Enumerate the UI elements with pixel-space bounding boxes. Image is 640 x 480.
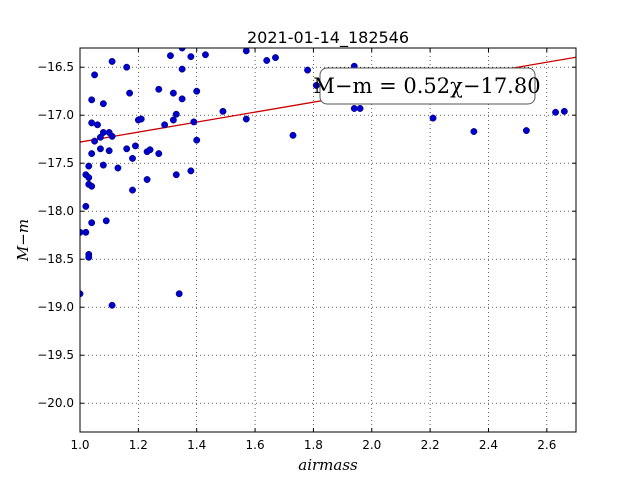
data-point	[129, 186, 136, 194]
y-tick-labels: −16.5 −17.0 −17.5 −18.0 −18.5 −19.0 −19.5 −20.0	[37, 60, 74, 410]
data-point	[99, 161, 107, 169]
data-point	[242, 115, 250, 123]
data-point	[219, 107, 227, 115]
x-tick-label: 2.2	[421, 438, 440, 452]
y-tick-label: −17.5	[37, 156, 74, 170]
data-point	[272, 54, 279, 62]
x-tick-label: 2.6	[537, 438, 556, 452]
x-tick-label: 1.0	[70, 438, 89, 452]
data-point	[99, 129, 107, 136]
data-point	[263, 57, 271, 64]
data-point	[82, 202, 90, 210]
data-point	[88, 182, 96, 190]
data-point	[429, 114, 437, 122]
plot-frame	[79, 47, 577, 433]
data-point	[193, 136, 201, 144]
data-point	[175, 290, 183, 298]
data-point	[350, 105, 358, 112]
data-point	[102, 217, 110, 225]
fit-annotation: M−m = 0.52χ−17.80	[313, 67, 541, 105]
data-point	[289, 131, 297, 139]
chart-title: 2021-01-14_182546	[247, 28, 409, 48]
data-point	[193, 87, 201, 95]
data-point	[522, 127, 530, 135]
data-point	[169, 89, 177, 97]
data-point	[356, 105, 364, 112]
data-point	[123, 63, 131, 71]
data-point	[88, 150, 96, 158]
data-point	[304, 66, 312, 74]
data-point	[155, 85, 163, 93]
x-tick-labels: 1.0 1.2 1.4 1.6 1.8 2.0 2.2 2.4 2.6	[70, 438, 556, 452]
data-point	[202, 51, 209, 59]
annotation-box	[319, 67, 536, 105]
data-point	[91, 71, 99, 79]
y-tick-label: −18.5	[37, 252, 74, 266]
x-tick-label: 1.2	[129, 438, 148, 452]
data-point	[105, 147, 113, 155]
data-point	[108, 57, 116, 65]
data-point	[178, 95, 186, 103]
y-tick-label: −19.5	[37, 348, 74, 362]
data-point	[169, 116, 177, 124]
data-point	[146, 146, 154, 154]
axis-ticks	[79, 48, 576, 432]
x-tick-label: 2.0	[362, 438, 381, 452]
y-tick-label: −18.0	[37, 204, 74, 218]
y-axis-label: M−m	[14, 219, 32, 262]
data-point	[88, 219, 96, 227]
data-points	[80, 48, 568, 309]
x-tick-label: 2.4	[479, 438, 498, 452]
data-point	[108, 132, 116, 140]
data-point	[88, 119, 96, 127]
y-tick-label: −16.5	[37, 60, 74, 74]
x-axis-label: airmass	[298, 456, 358, 474]
data-point	[161, 121, 169, 129]
grid	[79, 48, 576, 432]
data-point	[190, 118, 198, 126]
data-point	[172, 171, 180, 179]
data-point	[552, 108, 560, 116]
data-point	[99, 100, 107, 108]
x-tick-label: 1.6	[246, 438, 265, 452]
data-point	[155, 150, 163, 158]
data-point	[187, 53, 195, 61]
data-point	[242, 48, 250, 55]
data-point	[129, 154, 136, 162]
data-point	[85, 253, 93, 261]
data-point	[88, 96, 96, 104]
data-point	[85, 162, 93, 170]
data-point	[114, 164, 122, 172]
x-tick-label: 1.4	[187, 438, 206, 452]
annotation-text: M−m = 0.52χ−17.80	[313, 74, 540, 98]
data-point	[85, 174, 93, 182]
data-point	[178, 48, 186, 52]
data-point	[178, 65, 186, 73]
data-point	[91, 137, 99, 145]
data-point	[137, 115, 145, 123]
data-point	[166, 52, 174, 60]
x-tick-label: 1.8	[304, 438, 323, 452]
y-tick-label: −19.0	[37, 300, 74, 314]
data-point	[470, 128, 478, 135]
data-point	[96, 145, 104, 153]
data-point	[143, 176, 151, 183]
data-point	[82, 228, 90, 236]
data-point	[123, 145, 131, 153]
data-point	[108, 301, 116, 309]
data-point	[94, 121, 101, 129]
data-point	[126, 89, 134, 97]
data-point	[131, 142, 139, 150]
y-tick-label: −20.0	[37, 396, 74, 410]
data-point	[172, 110, 180, 118]
y-tick-label: −17.0	[37, 108, 74, 122]
data-point	[560, 107, 568, 115]
data-point	[187, 167, 195, 175]
